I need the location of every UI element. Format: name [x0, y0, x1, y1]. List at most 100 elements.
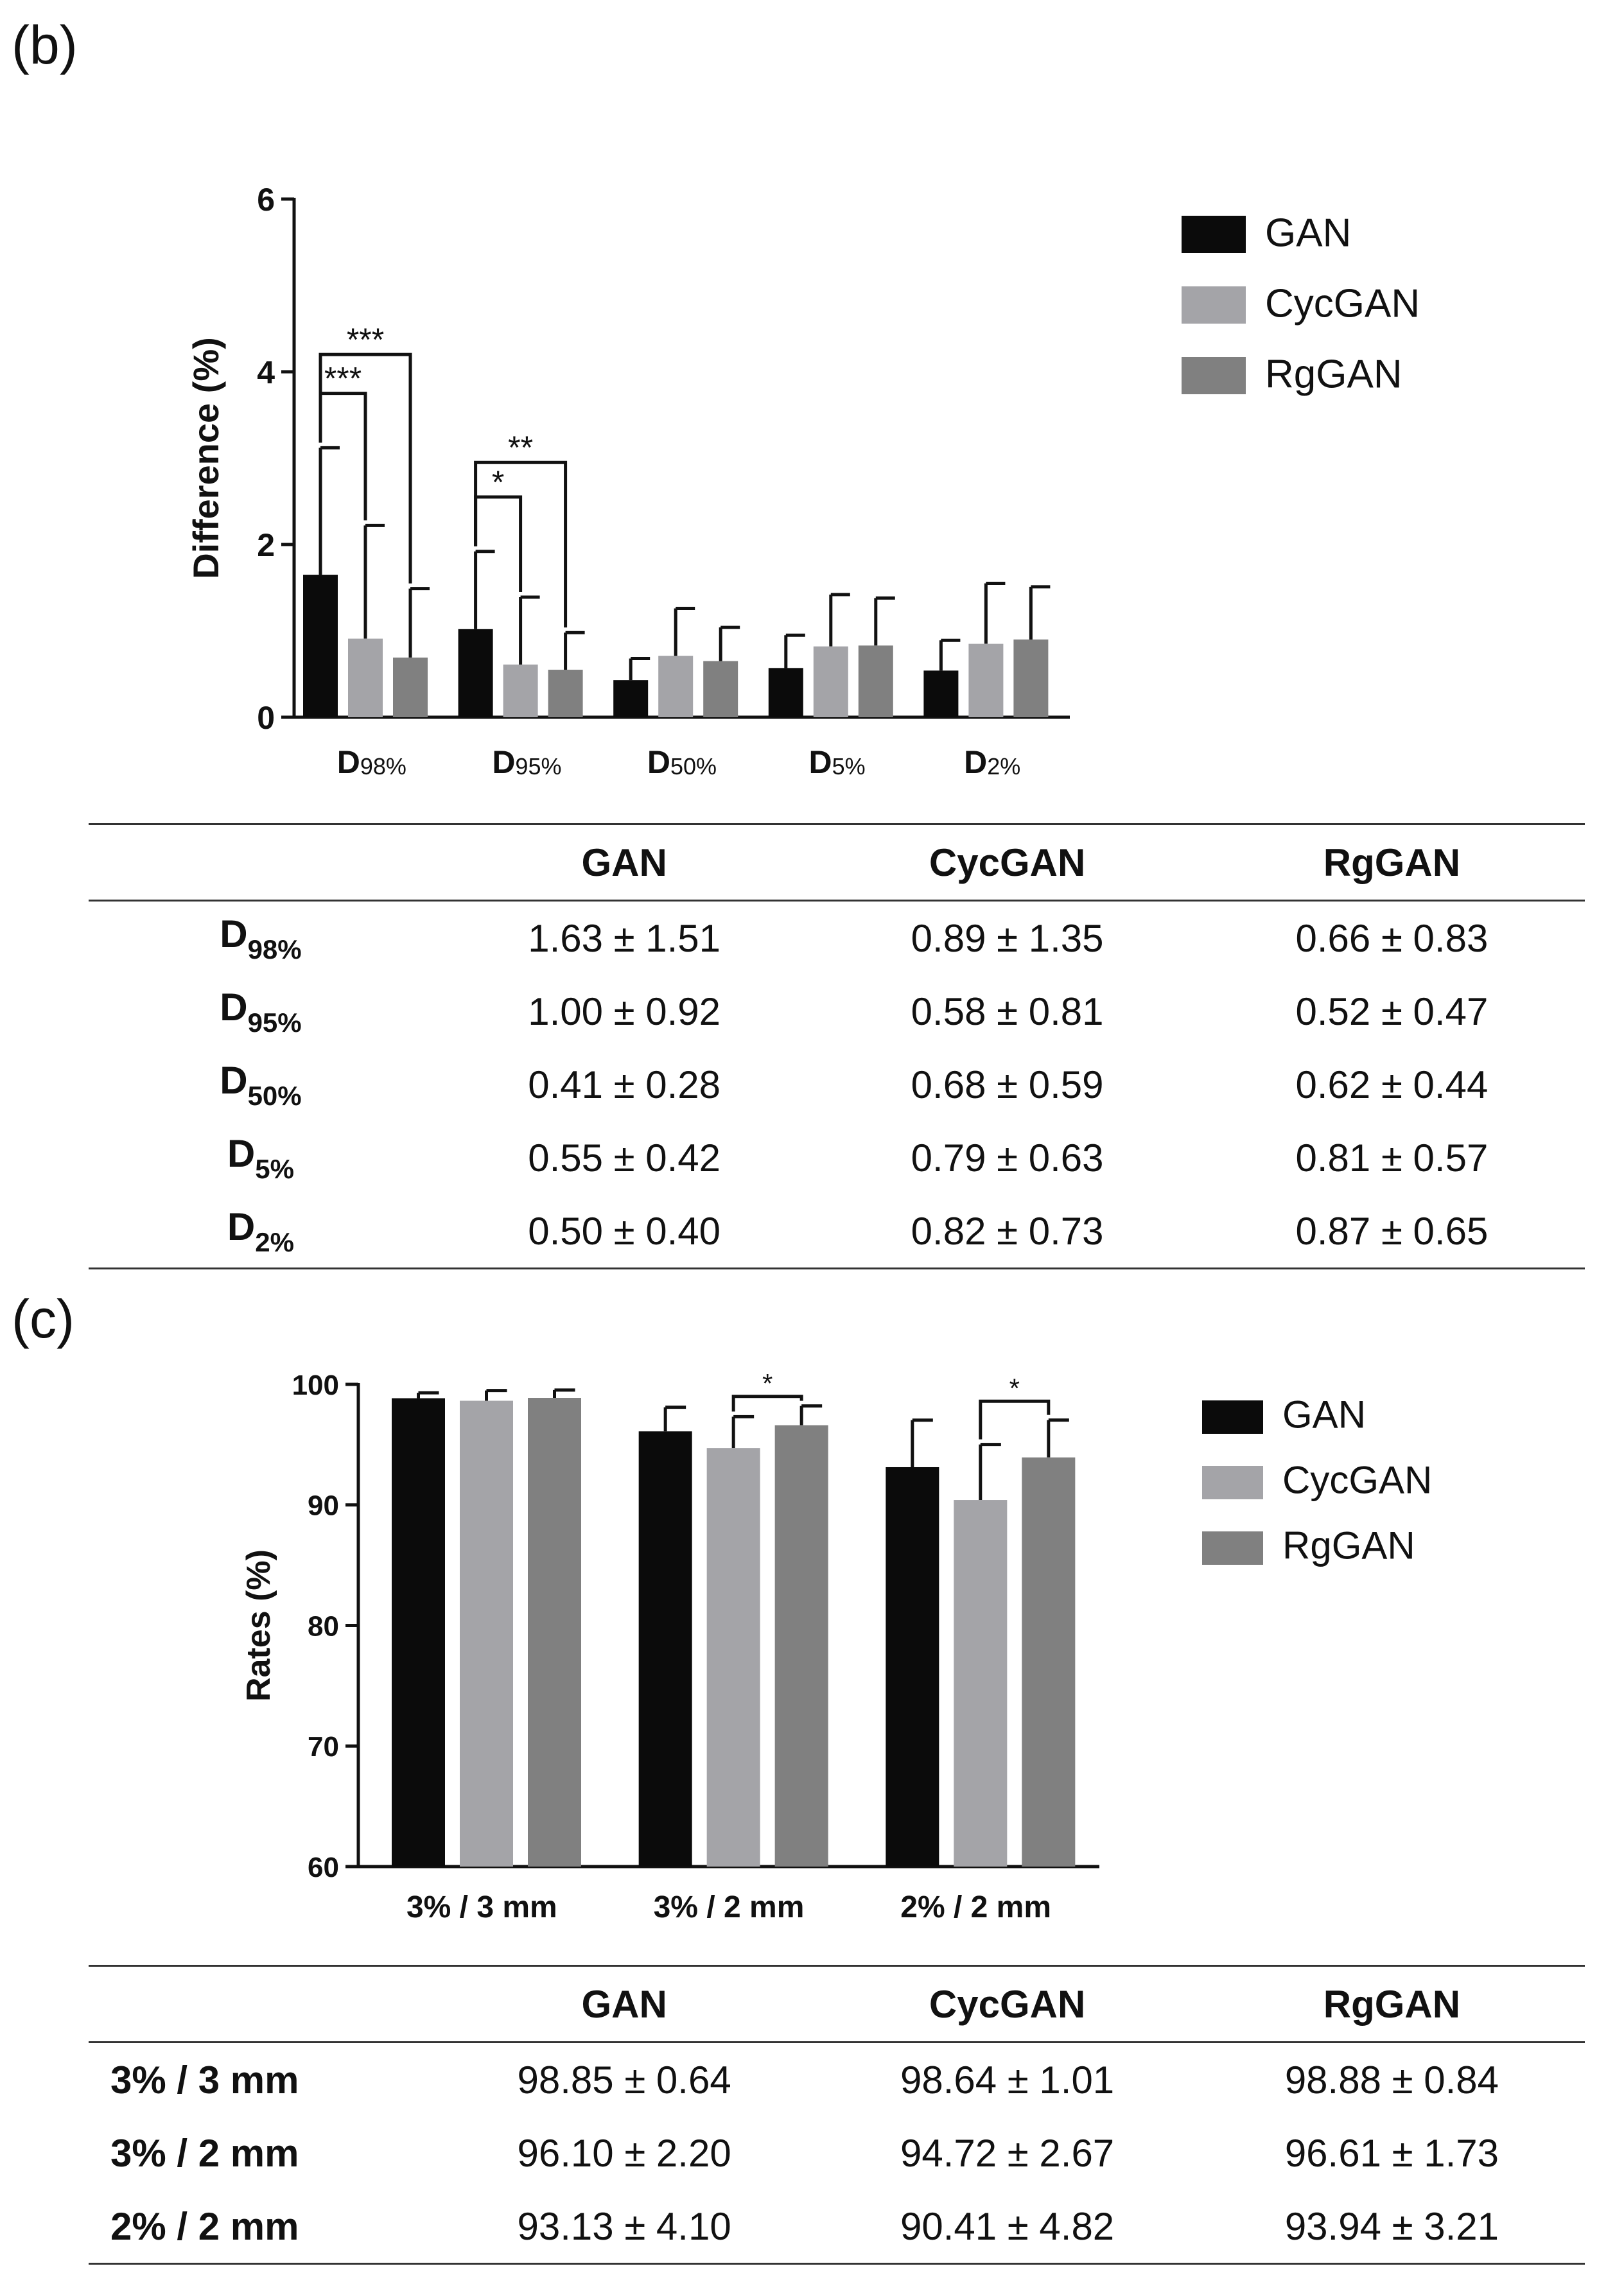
- y-tick-label: 4: [257, 354, 275, 390]
- bar-gan: [638, 1431, 692, 1867]
- table-b: GAN CycGAN RgGAN D98% 1.63 ± 1.51 0.89 ±…: [89, 823, 1585, 1269]
- table-cell: 0.55 ± 0.42: [528, 1136, 721, 1180]
- x-tick-label: 3% / 3 mm: [406, 1890, 557, 1924]
- bar-cycgan: [954, 1500, 1008, 1867]
- y-tick-label: 2: [257, 527, 275, 563]
- y-tick-label: 90: [308, 1490, 339, 1522]
- legend-label-rggan: RgGAN: [1265, 353, 1402, 397]
- bar-cycgan: [813, 646, 848, 717]
- table-cell: 0.81 ± 0.57: [1295, 1136, 1489, 1180]
- table-row: 2% / 2 mm 93.13 ± 4.10 90.41 ± 4.82 93.9…: [89, 2190, 1585, 2264]
- bar-rggan: [528, 1398, 581, 1867]
- table-cell: 0.68 ± 0.59: [911, 1063, 1104, 1106]
- significance-label: *: [1009, 1373, 1020, 1403]
- table-row-label: D95%: [89, 975, 433, 1048]
- table-row: D50% 0.41 ± 0.28 0.68 ± 0.59 0.62 ± 0.44: [89, 1048, 1585, 1121]
- bar-gan: [613, 680, 649, 717]
- table-b-header-rggan: RgGAN: [1323, 841, 1461, 884]
- significance-label: ***: [347, 322, 384, 358]
- table-c-header-corner: [89, 1966, 433, 2043]
- legend-label-gan: GAN: [1265, 211, 1351, 256]
- legend-swatch-gan: [1202, 1400, 1263, 1434]
- x-tick-label-sub: 95%: [515, 753, 561, 780]
- x-tick-label-main: D: [964, 744, 987, 780]
- table-cell: 0.87 ± 0.65: [1295, 1209, 1489, 1253]
- legend-swatch-cycgan: [1202, 1466, 1263, 1499]
- x-tick-label-sub: 98%: [360, 753, 406, 780]
- bar-cycgan: [968, 643, 1004, 717]
- bar-cycgan: [460, 1400, 513, 1867]
- table-row: D98% 1.63 ± 1.51 0.89 ± 1.35 0.66 ± 0.83: [89, 901, 1585, 975]
- bar-rggan: [858, 645, 893, 717]
- table-cell: 96.61 ± 1.73: [1284, 2131, 1499, 2175]
- bar-cycgan: [658, 656, 694, 717]
- bar-gan: [886, 1467, 939, 1867]
- table-row-label: 2% / 2 mm: [110, 2204, 299, 2248]
- row-label-sub: 50%: [247, 1080, 302, 1111]
- y-tick-label: 100: [292, 1370, 339, 1401]
- y-axis-title: Rates (%): [240, 1549, 277, 1702]
- table-cell: 93.94 ± 3.21: [1284, 2204, 1499, 2248]
- y-tick-label: 70: [308, 1731, 339, 1763]
- x-tick-label-main: D: [809, 744, 832, 780]
- legend-label-cycgan: CycGAN: [1282, 1459, 1432, 1502]
- x-tick-label: D2%: [964, 744, 1020, 780]
- bar-rggan: [1022, 1457, 1076, 1867]
- table-row: D2% 0.50 ± 0.40 0.82 ± 0.73 0.87 ± 0.65: [89, 1194, 1585, 1269]
- x-tick-label-main: D: [492, 744, 515, 780]
- chart-c: 60 70 80 90 100 Rates (%) 3% / 3 mm 3% / 2 mm 2%…: [240, 1368, 1432, 1924]
- table-cell: 1.63 ± 1.51: [528, 916, 721, 960]
- row-label-sub: 2%: [255, 1226, 294, 1257]
- table-c-header-cycgan: CycGAN: [929, 1982, 1086, 2026]
- legend-label-rggan: RgGAN: [1282, 1524, 1415, 1567]
- table-row: 3% / 3 mm 98.85 ± 0.64 98.64 ± 1.01 98.8…: [89, 2043, 1585, 2117]
- table-row-label: D50%: [89, 1048, 433, 1121]
- bar-cycgan: [706, 1448, 760, 1867]
- table-cell: 0.79 ± 0.63: [911, 1136, 1104, 1180]
- table-cell: 0.58 ± 0.81: [911, 989, 1104, 1033]
- table-cell: 1.00 ± 0.92: [528, 989, 721, 1033]
- table-cell: 98.64 ± 1.01: [900, 2058, 1115, 2102]
- legend-label-gan: GAN: [1282, 1393, 1366, 1436]
- y-tick-label: 80: [308, 1610, 339, 1642]
- bar-gan: [303, 575, 338, 717]
- legend-swatch-cycgan: [1182, 286, 1246, 324]
- table-cell: 93.13 ± 4.10: [517, 2204, 731, 2248]
- table-cell: 0.50 ± 0.40: [528, 1209, 721, 1253]
- table-cell: 90.41 ± 4.82: [900, 2204, 1115, 2248]
- row-label-main: D: [227, 1131, 256, 1175]
- x-tick-label-sub: 2%: [987, 753, 1020, 780]
- row-label-main: D: [220, 985, 248, 1029]
- table-b-header-gan: GAN: [581, 841, 667, 884]
- table-row-label: 3% / 3 mm: [110, 2058, 299, 2102]
- table-cell: 0.62 ± 0.44: [1295, 1063, 1489, 1106]
- table-cell: 98.85 ± 0.64: [517, 2058, 731, 2102]
- x-tick-label-main: D: [337, 744, 360, 780]
- table-cell: 98.88 ± 0.84: [1284, 2058, 1499, 2102]
- table-b-header-corner: [89, 824, 433, 901]
- significance-label: *: [762, 1368, 773, 1398]
- bar-cycgan: [503, 664, 538, 717]
- table-row-label: D98%: [89, 901, 433, 975]
- table-c-header-row: GAN CycGAN RgGAN: [89, 1965, 1585, 2043]
- table-row: D95% 1.00 ± 0.92 0.58 ± 0.81 0.52 ± 0.47: [89, 975, 1585, 1048]
- x-tick-label-sub: 50%: [670, 753, 717, 780]
- bar-rggan: [774, 1425, 828, 1867]
- panel-label-b: (b): [12, 15, 78, 75]
- row-label-sub: 98%: [247, 934, 302, 964]
- row-label-main: D: [227, 1205, 256, 1248]
- x-tick-label: D95%: [492, 744, 561, 780]
- legend-swatch-gan: [1182, 216, 1246, 253]
- significance-bracket: [979, 1399, 1051, 1440]
- significance-bracket: [731, 1395, 803, 1412]
- panel-label-c: (c): [12, 1289, 74, 1349]
- table-row: 3% / 2 mm 96.10 ± 2.20 94.72 ± 2.67 96.6…: [89, 2116, 1585, 2190]
- table-row-label: D2%: [89, 1194, 433, 1269]
- bar-rggan: [703, 661, 738, 717]
- significance-label: *: [492, 464, 504, 500]
- x-tick-label: D98%: [337, 744, 406, 780]
- row-label-sub: 95%: [247, 1007, 302, 1038]
- table-b-header-cycgan: CycGAN: [929, 841, 1086, 884]
- x-tick-label: D50%: [647, 744, 717, 780]
